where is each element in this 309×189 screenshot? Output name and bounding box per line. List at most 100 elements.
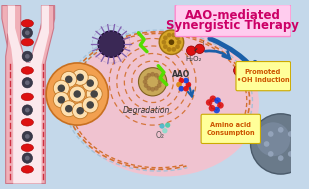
Circle shape <box>87 79 94 87</box>
Circle shape <box>206 99 212 106</box>
Circle shape <box>162 40 166 45</box>
Text: Amino acid
Consumption: Amino acid Consumption <box>206 122 255 136</box>
Circle shape <box>179 86 184 91</box>
Circle shape <box>22 105 32 115</box>
Text: O₂: O₂ <box>156 131 165 140</box>
Ellipse shape <box>21 20 33 27</box>
Text: Promoted
•OH Induction: Promoted •OH Induction <box>236 69 289 83</box>
Circle shape <box>144 76 148 80</box>
Circle shape <box>214 97 221 104</box>
Circle shape <box>213 107 220 113</box>
Circle shape <box>82 75 98 91</box>
Polygon shape <box>2 5 17 184</box>
Circle shape <box>25 80 30 85</box>
Ellipse shape <box>21 93 33 101</box>
Circle shape <box>209 105 215 112</box>
Ellipse shape <box>21 67 33 74</box>
Polygon shape <box>7 5 49 184</box>
Circle shape <box>57 96 65 104</box>
Circle shape <box>25 134 30 139</box>
Text: AAO: AAO <box>172 70 191 79</box>
Ellipse shape <box>21 38 33 46</box>
Text: Synergistic Therapy: Synergistic Therapy <box>166 19 299 32</box>
Circle shape <box>87 101 94 109</box>
Circle shape <box>25 54 30 59</box>
Circle shape <box>65 76 73 83</box>
Circle shape <box>146 86 151 91</box>
Circle shape <box>22 77 32 88</box>
Circle shape <box>91 90 98 98</box>
Circle shape <box>25 156 30 160</box>
Circle shape <box>268 151 273 157</box>
Circle shape <box>22 131 32 142</box>
FancyBboxPatch shape <box>201 114 260 143</box>
Ellipse shape <box>21 144 33 152</box>
Circle shape <box>217 102 224 109</box>
Circle shape <box>143 79 147 84</box>
Circle shape <box>183 86 189 91</box>
Circle shape <box>247 65 252 70</box>
Circle shape <box>158 79 163 84</box>
Circle shape <box>138 68 167 96</box>
Circle shape <box>22 28 32 38</box>
Circle shape <box>163 35 168 40</box>
Circle shape <box>154 73 159 78</box>
Circle shape <box>154 86 159 91</box>
Circle shape <box>146 73 151 78</box>
Circle shape <box>187 46 196 55</box>
Ellipse shape <box>21 119 33 126</box>
Circle shape <box>171 33 176 37</box>
Circle shape <box>69 86 85 102</box>
Circle shape <box>98 31 124 57</box>
Circle shape <box>86 86 102 102</box>
FancyBboxPatch shape <box>236 62 290 91</box>
Circle shape <box>288 151 294 157</box>
Circle shape <box>72 103 88 119</box>
Circle shape <box>171 47 176 52</box>
Circle shape <box>72 69 88 85</box>
Circle shape <box>157 76 162 80</box>
Circle shape <box>162 128 167 133</box>
Ellipse shape <box>21 166 33 173</box>
Circle shape <box>46 63 108 125</box>
Circle shape <box>22 51 32 62</box>
Circle shape <box>163 44 168 49</box>
Circle shape <box>292 141 298 147</box>
Circle shape <box>169 39 174 45</box>
Circle shape <box>268 131 273 137</box>
Text: AAO-mediated: AAO-mediated <box>185 9 281 22</box>
Circle shape <box>210 95 216 102</box>
Circle shape <box>234 65 245 76</box>
Circle shape <box>175 35 180 40</box>
Circle shape <box>25 108 30 112</box>
Circle shape <box>176 82 182 88</box>
Circle shape <box>76 74 84 81</box>
Circle shape <box>53 92 69 108</box>
Circle shape <box>144 83 148 88</box>
Text: H₂O₂: H₂O₂ <box>185 56 201 62</box>
Circle shape <box>61 71 77 87</box>
Circle shape <box>175 44 180 49</box>
Text: Degradation: Degradation <box>122 106 170 115</box>
Circle shape <box>179 78 184 83</box>
Circle shape <box>183 78 189 83</box>
Circle shape <box>256 122 290 156</box>
Circle shape <box>74 90 81 98</box>
Circle shape <box>53 80 69 96</box>
Circle shape <box>264 141 269 147</box>
Ellipse shape <box>71 30 259 177</box>
Polygon shape <box>34 5 55 184</box>
Circle shape <box>195 44 205 53</box>
Circle shape <box>150 87 155 92</box>
Circle shape <box>186 82 191 88</box>
Circle shape <box>61 101 77 117</box>
Circle shape <box>25 30 30 35</box>
Circle shape <box>177 40 181 45</box>
Circle shape <box>76 107 84 115</box>
Circle shape <box>278 155 284 161</box>
Circle shape <box>165 122 170 128</box>
Circle shape <box>159 123 165 129</box>
Circle shape <box>251 114 309 174</box>
FancyBboxPatch shape <box>175 5 291 36</box>
Text: Fe²⁺: Fe²⁺ <box>184 31 198 36</box>
